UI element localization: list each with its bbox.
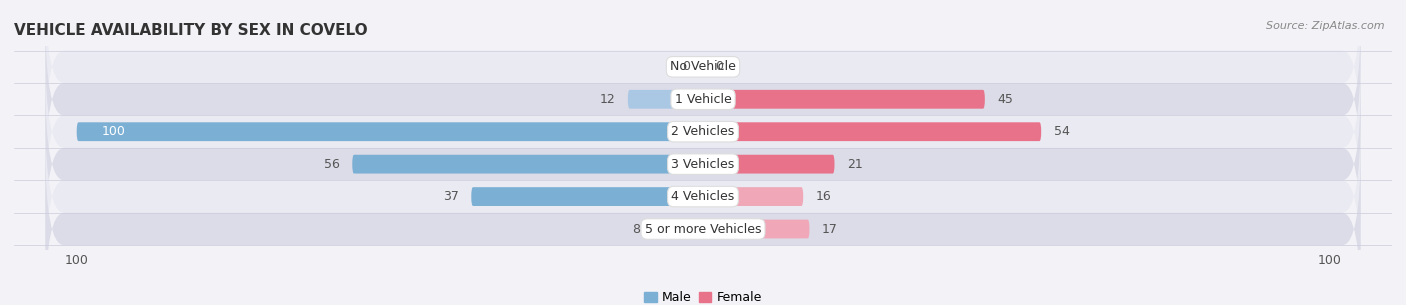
FancyBboxPatch shape: [628, 90, 703, 109]
Text: 21: 21: [846, 158, 863, 170]
Text: 16: 16: [815, 190, 831, 203]
Text: Source: ZipAtlas.com: Source: ZipAtlas.com: [1267, 21, 1385, 31]
FancyBboxPatch shape: [353, 155, 703, 174]
FancyBboxPatch shape: [45, 148, 1361, 305]
Text: 5 or more Vehicles: 5 or more Vehicles: [645, 223, 761, 235]
Text: 1 Vehicle: 1 Vehicle: [675, 93, 731, 106]
FancyBboxPatch shape: [45, 83, 1361, 245]
FancyBboxPatch shape: [45, 0, 1361, 148]
Text: 0: 0: [716, 60, 724, 73]
FancyBboxPatch shape: [703, 155, 835, 174]
Text: 37: 37: [443, 190, 458, 203]
Text: 17: 17: [823, 223, 838, 235]
FancyBboxPatch shape: [703, 187, 803, 206]
FancyBboxPatch shape: [45, 18, 1361, 180]
Text: 2 Vehicles: 2 Vehicles: [672, 125, 734, 138]
FancyBboxPatch shape: [77, 122, 703, 141]
Text: 100: 100: [101, 125, 125, 138]
Text: 3 Vehicles: 3 Vehicles: [672, 158, 734, 170]
Text: 12: 12: [599, 93, 616, 106]
FancyBboxPatch shape: [471, 187, 703, 206]
FancyBboxPatch shape: [703, 122, 1042, 141]
Text: 8: 8: [633, 223, 640, 235]
Text: 0: 0: [682, 60, 690, 73]
FancyBboxPatch shape: [703, 90, 984, 109]
Text: 4 Vehicles: 4 Vehicles: [672, 190, 734, 203]
Text: 54: 54: [1053, 125, 1070, 138]
Text: 56: 56: [323, 158, 340, 170]
Text: No Vehicle: No Vehicle: [671, 60, 735, 73]
Legend: Male, Female: Male, Female: [640, 286, 766, 305]
FancyBboxPatch shape: [45, 51, 1361, 213]
Text: VEHICLE AVAILABILITY BY SEX IN COVELO: VEHICLE AVAILABILITY BY SEX IN COVELO: [14, 23, 368, 38]
Text: 45: 45: [997, 93, 1014, 106]
FancyBboxPatch shape: [703, 220, 810, 239]
FancyBboxPatch shape: [652, 220, 703, 239]
FancyBboxPatch shape: [45, 116, 1361, 278]
